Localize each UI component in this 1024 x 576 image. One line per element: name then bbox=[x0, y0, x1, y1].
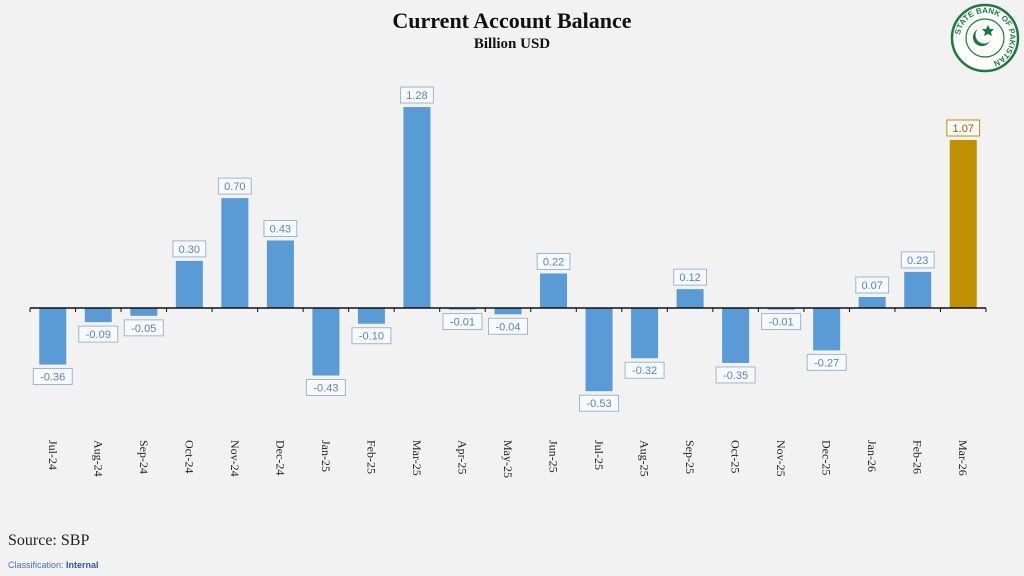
data-label: -0.32 bbox=[632, 365, 657, 377]
data-label: -0.09 bbox=[86, 329, 111, 341]
data-label: 0.22 bbox=[543, 256, 564, 268]
data-label-box bbox=[673, 268, 707, 286]
chart-title: Current Account Balance bbox=[392, 8, 632, 33]
classification-value: Internal bbox=[66, 560, 99, 570]
classification-label: Classification: bbox=[8, 560, 64, 570]
data-label: 0.30 bbox=[179, 244, 200, 256]
category-label: Jan-25 bbox=[319, 440, 333, 472]
data-label-box bbox=[400, 86, 434, 104]
chart-subtitle: Billion USD bbox=[473, 36, 551, 52]
bar-Jan-26 bbox=[858, 297, 886, 308]
category-label: Feb-25 bbox=[364, 440, 378, 474]
category-label: Aug-24 bbox=[91, 440, 105, 477]
category-label: Oct-25 bbox=[729, 440, 743, 473]
data-label-box bbox=[78, 325, 119, 343]
data-label-box bbox=[579, 394, 620, 412]
data-label: -0.01 bbox=[450, 317, 475, 329]
category-label: May-25 bbox=[501, 440, 515, 478]
bar-Feb-26 bbox=[904, 271, 932, 308]
data-label: 0.12 bbox=[679, 272, 700, 284]
category-label: Sep-24 bbox=[137, 440, 151, 474]
data-label: -0.01 bbox=[769, 317, 794, 329]
category-label: Mar-25 bbox=[410, 440, 424, 476]
category-label: Nov-25 bbox=[774, 440, 788, 477]
bar-Jun-25 bbox=[540, 273, 568, 308]
data-label-box bbox=[263, 219, 298, 237]
category-label: Dec-24 bbox=[273, 440, 287, 475]
data-label-box bbox=[32, 368, 73, 386]
data-label-box bbox=[442, 313, 483, 331]
category-label: Mar-26 bbox=[956, 440, 970, 476]
data-label: 1.28 bbox=[406, 90, 427, 102]
bar-Apr-25 bbox=[448, 308, 476, 310]
category-label: Apr-25 bbox=[455, 440, 469, 474]
data-label: -0.53 bbox=[587, 398, 612, 410]
bar-Sep-24 bbox=[130, 308, 158, 316]
bar-May-25 bbox=[494, 308, 522, 315]
bar-Jul-25 bbox=[585, 308, 613, 392]
category-label: Jun-25 bbox=[547, 440, 561, 473]
data-label: -0.36 bbox=[40, 372, 65, 384]
data-label-box bbox=[900, 251, 935, 269]
bar-Mar-26 bbox=[949, 140, 977, 308]
bar-Oct-24 bbox=[175, 260, 203, 308]
bar-Oct-25 bbox=[722, 308, 750, 363]
data-label: -0.05 bbox=[131, 323, 156, 335]
data-label-box bbox=[715, 366, 756, 384]
data-label-box bbox=[761, 313, 802, 331]
data-label-box bbox=[624, 361, 665, 379]
data-label: 0.70 bbox=[224, 181, 245, 193]
data-label: 1.07 bbox=[953, 123, 974, 135]
category-label: Jan-26 bbox=[865, 440, 879, 472]
data-label-box bbox=[806, 353, 847, 371]
sbp-logo: STATE BANK OF PAKISTAN bbox=[950, 3, 1020, 73]
category-label: Nov-24 bbox=[228, 440, 242, 477]
data-label-box bbox=[536, 252, 571, 270]
classification-note: Classification: Internal bbox=[8, 560, 99, 570]
data-label-box bbox=[305, 379, 346, 397]
category-label: Oct-24 bbox=[182, 440, 196, 473]
bar-chart: -0.36 Jul-24 -0.09 Aug-24 -0.05 Sep-24 0.30 Oct… bbox=[29, 86, 987, 478]
bar-Sep-25 bbox=[676, 289, 704, 308]
source-note: Source: SBP bbox=[8, 532, 90, 549]
data-label-box bbox=[123, 319, 164, 337]
bar-Dec-25 bbox=[813, 308, 841, 351]
bar-Jul-24 bbox=[39, 308, 67, 365]
bar-Nov-24 bbox=[221, 198, 249, 308]
category-label: Dec-25 bbox=[820, 440, 834, 475]
bar-Feb-25 bbox=[357, 308, 385, 324]
data-label-box bbox=[488, 317, 528, 335]
data-label: -0.27 bbox=[814, 357, 839, 369]
data-label: -0.43 bbox=[313, 383, 338, 395]
data-label: -0.10 bbox=[359, 331, 384, 343]
category-label: Feb-26 bbox=[911, 440, 925, 474]
category-label: Jul-24 bbox=[46, 440, 60, 470]
data-label-box bbox=[217, 177, 252, 195]
category-label: Sep-25 bbox=[683, 440, 697, 474]
bar-Nov-25 bbox=[767, 308, 795, 310]
data-label: 0.43 bbox=[270, 223, 291, 235]
data-label-box bbox=[855, 276, 890, 294]
data-label: -0.04 bbox=[495, 321, 520, 333]
data-label: -0.35 bbox=[723, 370, 748, 382]
bar-Aug-24 bbox=[84, 308, 112, 323]
data-label: 0.07 bbox=[861, 280, 882, 292]
bar-Aug-25 bbox=[631, 308, 659, 359]
data-label: 0.23 bbox=[907, 255, 928, 267]
data-label-box bbox=[351, 327, 392, 345]
bar-Mar-25 bbox=[403, 107, 431, 308]
bar-Jan-25 bbox=[312, 308, 340, 376]
data-label-box bbox=[172, 240, 207, 258]
bar-Dec-24 bbox=[266, 240, 294, 308]
category-label: Aug-25 bbox=[638, 440, 652, 477]
data-label-box bbox=[946, 119, 981, 137]
category-label: Jul-25 bbox=[592, 440, 606, 470]
